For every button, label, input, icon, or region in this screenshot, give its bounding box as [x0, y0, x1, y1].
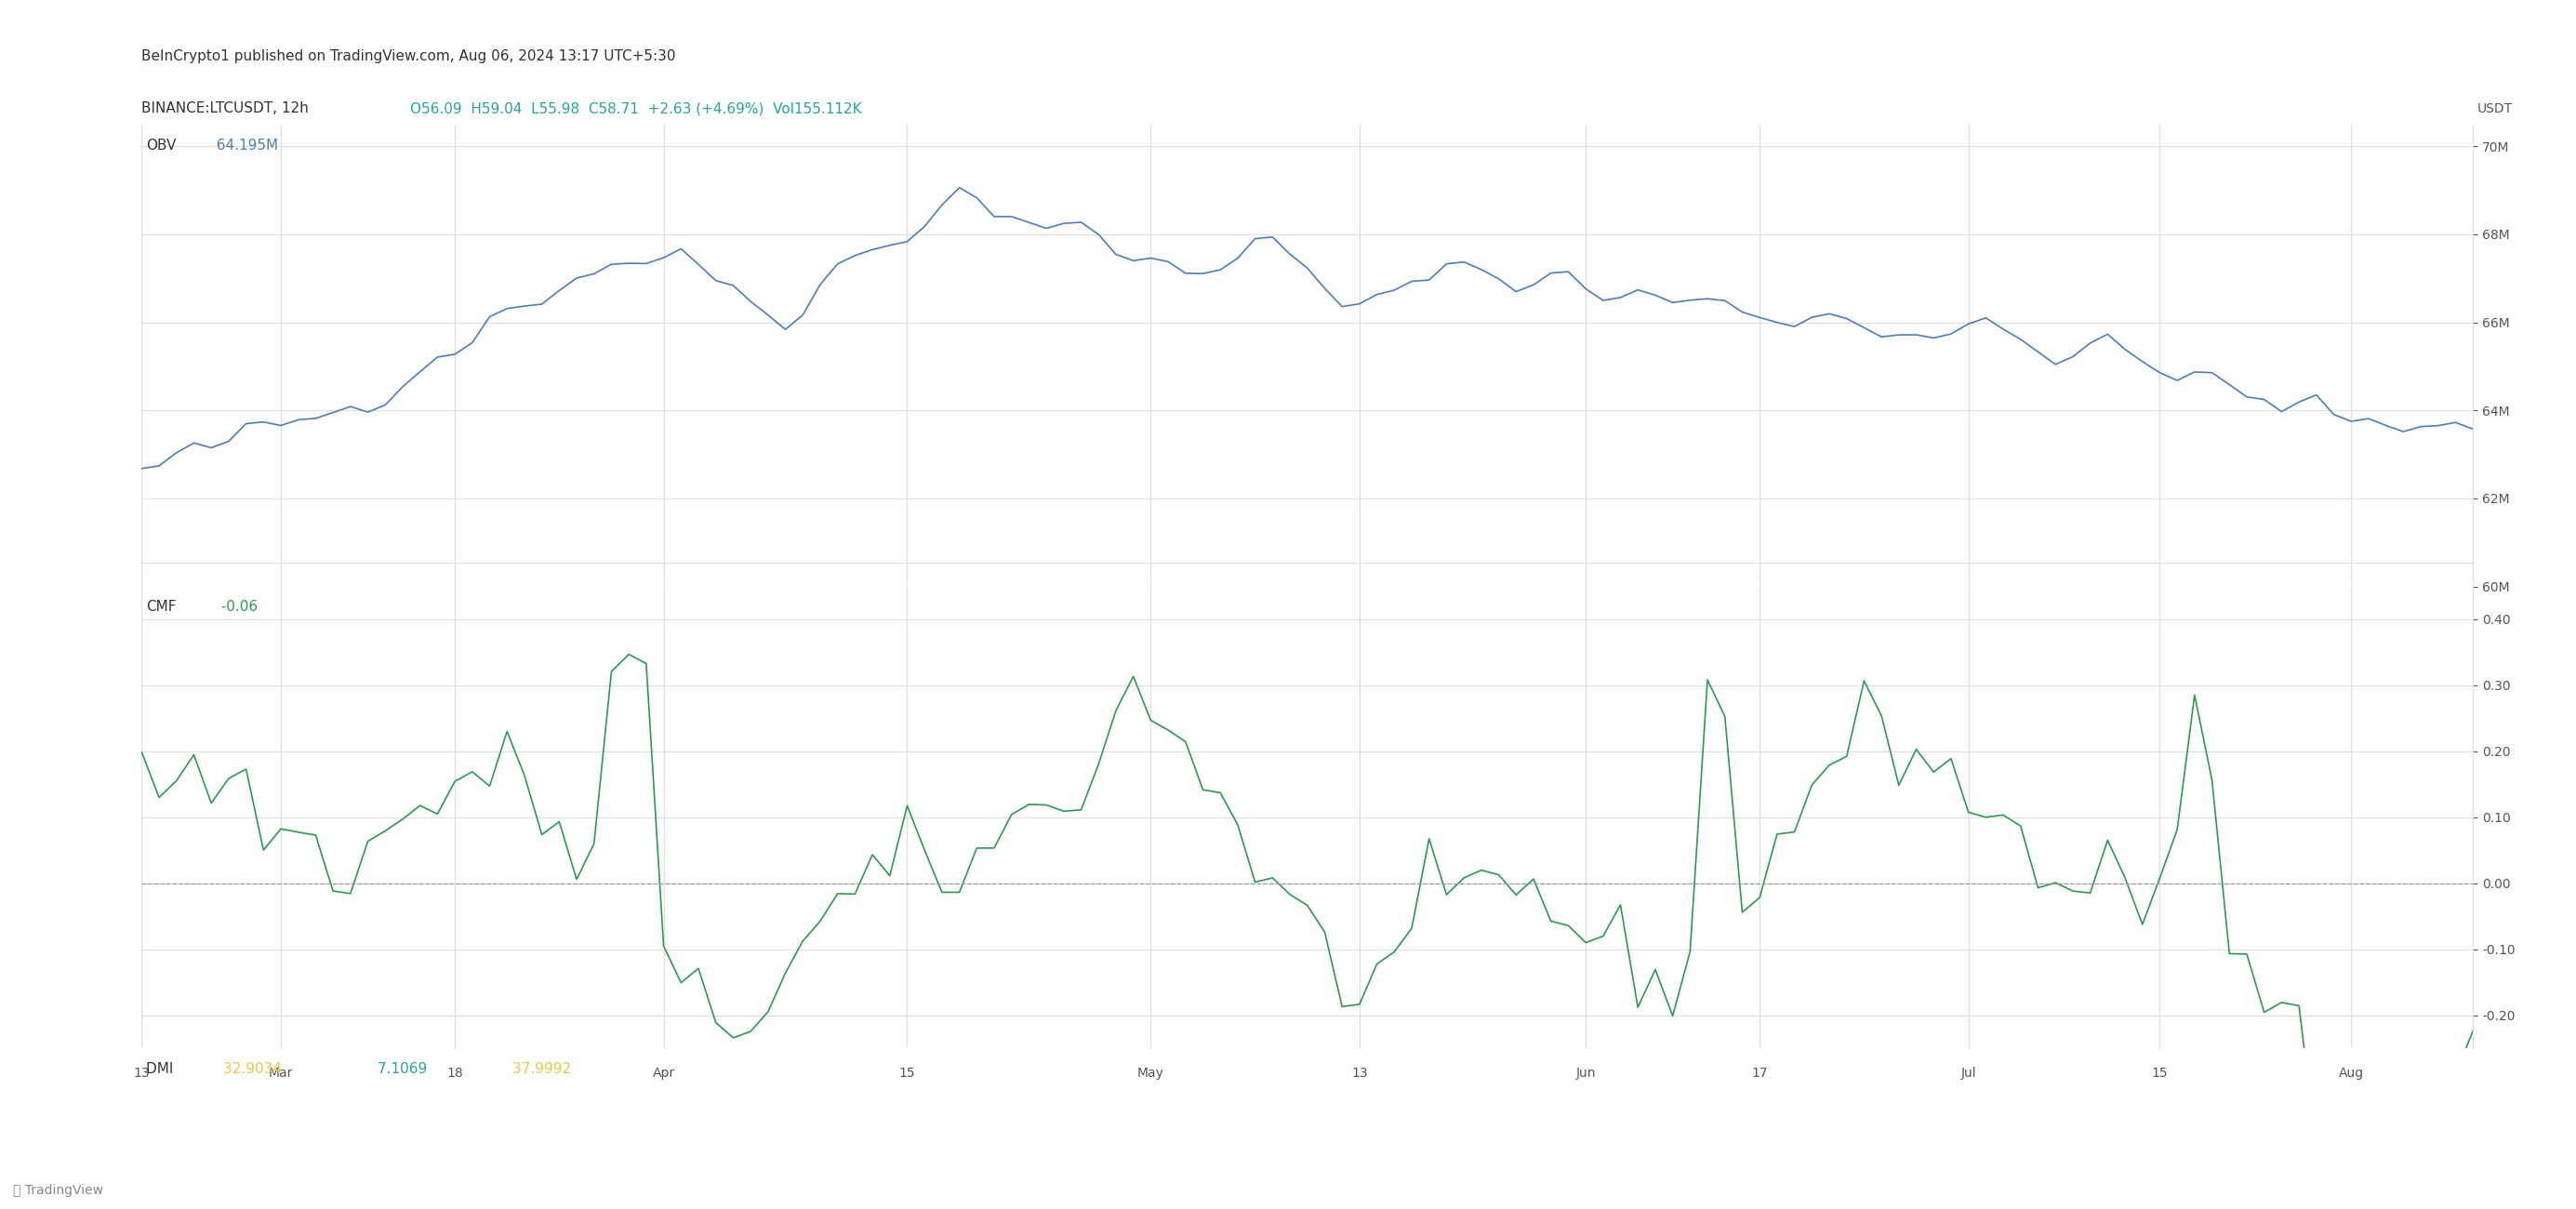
Text: Apr: Apr — [652, 1066, 675, 1080]
Text: 32.9034: 32.9034 — [224, 1062, 291, 1076]
Text: OBV: OBV — [147, 138, 175, 152]
Text: 15: 15 — [899, 1066, 914, 1080]
Text: BINANCE:LTCUSDT, 12h: BINANCE:LTCUSDT, 12h — [142, 102, 317, 116]
Text: CMF: CMF — [147, 600, 178, 614]
Text: 18: 18 — [446, 1066, 464, 1080]
Text: 13: 13 — [1352, 1066, 1368, 1080]
Text: Jun: Jun — [1577, 1066, 1595, 1080]
Text: 7.1069: 7.1069 — [376, 1062, 435, 1076]
Text: Aug: Aug — [2339, 1066, 2365, 1080]
Text: 13: 13 — [134, 1066, 149, 1080]
Text: 37.9992: 37.9992 — [513, 1062, 580, 1076]
Text: USDT: USDT — [2478, 102, 2514, 115]
Text: May: May — [1139, 1066, 1164, 1080]
Text: DMI: DMI — [147, 1062, 183, 1076]
Text: -0.06: -0.06 — [211, 600, 258, 614]
Text: 64.195M: 64.195M — [206, 138, 278, 152]
Text: Mar: Mar — [268, 1066, 294, 1080]
Text: Jul: Jul — [1960, 1066, 1976, 1080]
Text: 17: 17 — [1752, 1066, 1767, 1080]
Text: BeInCrypto1 published on TradingView.com, Aug 06, 2024 13:17 UTC+5:30: BeInCrypto1 published on TradingView.com… — [142, 50, 675, 63]
Text: O56.09  H59.04  L55.98  C58.71  +2.63 (+4.69%)  Vol155.112K: O56.09 H59.04 L55.98 C58.71 +2.63 (+4.69… — [410, 102, 860, 116]
Text: 15: 15 — [2151, 1066, 2169, 1080]
Text: 📺 TradingView: 📺 TradingView — [13, 1184, 103, 1197]
